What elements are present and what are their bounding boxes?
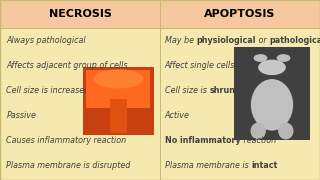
Text: No inflammatory: No inflammatory — [165, 136, 241, 145]
Circle shape — [253, 54, 268, 62]
Text: or: or — [256, 36, 269, 45]
Text: Causes inflammatory reaction: Causes inflammatory reaction — [6, 136, 127, 145]
Circle shape — [276, 54, 291, 62]
Text: Plasma membrane is: Plasma membrane is — [165, 161, 251, 170]
Text: APOPTOSIS: APOPTOSIS — [204, 9, 276, 19]
Bar — [234, 47, 310, 140]
Ellipse shape — [278, 123, 293, 140]
Ellipse shape — [94, 69, 143, 89]
Text: pathological: pathological — [269, 36, 320, 45]
Text: Active: Active — [165, 111, 190, 120]
Bar — [234, 47, 310, 140]
Text: Cell size is: Cell size is — [165, 86, 209, 95]
Text: shrunken: shrunken — [209, 86, 252, 95]
Bar — [110, 99, 127, 133]
Ellipse shape — [251, 123, 266, 140]
Text: Affect single cells: Affect single cells — [165, 61, 235, 70]
Text: intact: intact — [251, 161, 277, 170]
Text: Passive: Passive — [6, 111, 36, 120]
Bar — [160, 0, 320, 28]
Text: Always pathological: Always pathological — [6, 36, 86, 45]
Text: physiological: physiological — [196, 36, 256, 45]
Text: Affects adjacent group of cells: Affects adjacent group of cells — [6, 61, 128, 70]
Text: reaction: reaction — [241, 136, 276, 145]
Text: Cell size is increased: Cell size is increased — [6, 86, 90, 95]
Text: May be: May be — [165, 36, 196, 45]
Bar — [0, 0, 160, 28]
Circle shape — [258, 60, 286, 75]
Ellipse shape — [251, 79, 293, 130]
Bar — [83, 67, 154, 135]
Bar — [86, 70, 150, 108]
Text: Plasma membrane is disrupted: Plasma membrane is disrupted — [6, 161, 131, 170]
Text: NECROSIS: NECROSIS — [49, 9, 111, 19]
